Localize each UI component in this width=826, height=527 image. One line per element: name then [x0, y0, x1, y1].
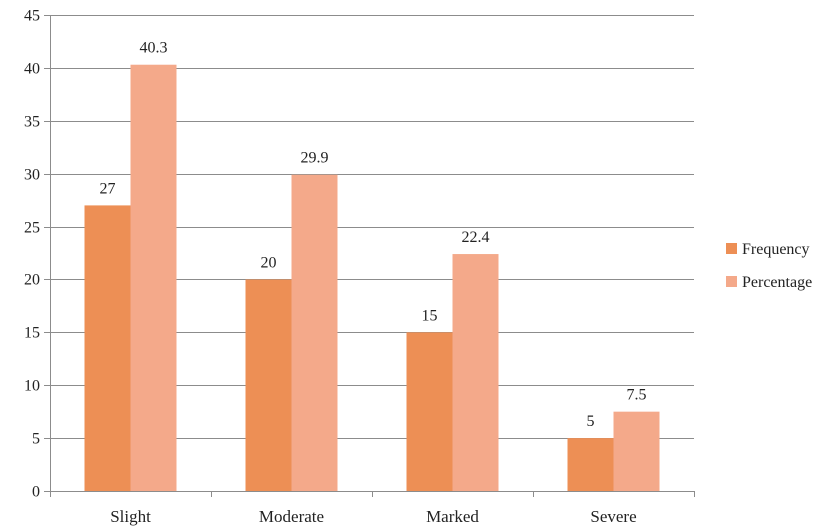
y-tick-label: 40	[24, 61, 40, 78]
data-label-frequency-marked: 15	[422, 307, 438, 324]
bars	[84, 64, 660, 492]
legend: Frequency Percentage	[726, 241, 812, 291]
y-tick-label: 5	[32, 431, 40, 448]
bar-frequency-moderate	[245, 279, 292, 491]
bar-percentage-marked	[452, 254, 499, 491]
data-label-percentage-moderate: 29.9	[301, 150, 329, 167]
y-tick-label: 15	[24, 325, 40, 342]
bar-frequency-marked	[406, 332, 453, 491]
legend-label-frequency: Frequency	[742, 241, 810, 258]
y-tick-label: 45	[24, 8, 40, 25]
legend-swatch-percentage	[726, 276, 737, 287]
y-tick-label: 20	[24, 272, 40, 289]
bar-percentage-slight	[130, 64, 177, 492]
x-category-label: Severe	[590, 507, 636, 526]
data-label-percentage-slight: 40.3	[140, 40, 168, 57]
data-label-percentage-marked: 22.4	[462, 229, 490, 246]
x-category-label: Moderate	[259, 507, 324, 526]
x-category-label: Marked	[426, 507, 479, 526]
y-tick-label: 30	[24, 167, 40, 184]
legend-swatch-frequency	[726, 243, 737, 254]
data-label-frequency-moderate: 20	[261, 254, 277, 271]
y-tick-label: 25	[24, 220, 40, 237]
y-tick-label: 10	[24, 378, 40, 395]
bar-frequency-slight	[84, 205, 131, 491]
bar-percentage-moderate	[291, 174, 338, 492]
data-label-percentage-severe: 7.5	[627, 387, 647, 404]
y-tick-label: 0	[32, 484, 40, 501]
legend-label-percentage: Percentage	[742, 274, 812, 291]
axes	[44, 15, 695, 497]
labels: 0 5 10 15 20 25 30 35 40 45 27 40.3 Slight 20 29.9 Mode…	[24, 8, 647, 527]
x-category-label: Slight	[110, 507, 151, 526]
data-label-frequency-slight: 27	[100, 180, 116, 197]
data-label-frequency-severe: 5	[587, 413, 595, 430]
bar-percentage-severe	[613, 411, 660, 491]
y-tick-label: 35	[24, 114, 40, 131]
bar-frequency-severe	[567, 438, 614, 491]
